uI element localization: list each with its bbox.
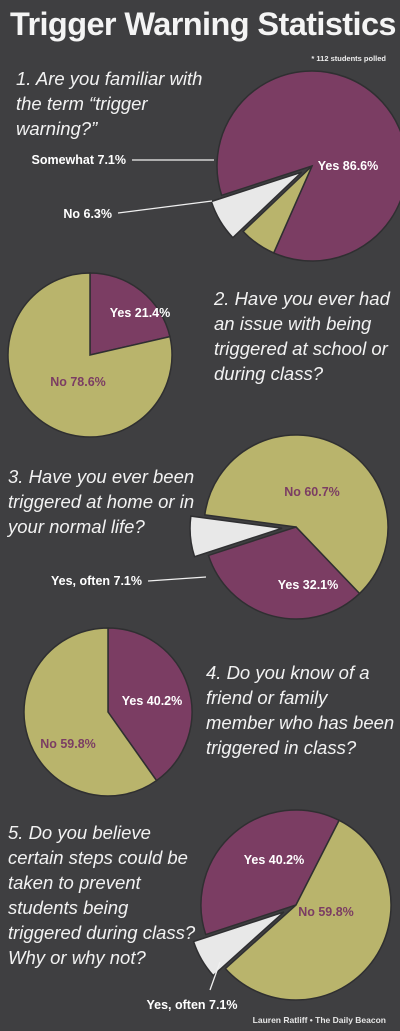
question-2: 2. Have you ever had an issue with being… (214, 288, 390, 384)
slice-label: Yes 40.2% (244, 853, 304, 867)
slice-label: Yes, often 7.1% (146, 998, 237, 1012)
leader-line (147, 576, 207, 582)
page-title: Trigger Warning Statistics (10, 6, 397, 42)
question-1: 1. Are you familiar with the term “trigg… (16, 68, 203, 139)
pie-slice-no (242, 165, 313, 254)
slice-label: Somewhat 7.1% (32, 153, 126, 167)
pie-slice-yes (89, 272, 171, 356)
slice-label: No 59.8% (298, 905, 354, 919)
pie-slice-yes (200, 809, 341, 936)
question-3: 3. Have you ever been triggered at home … (8, 466, 195, 537)
slice-label: No 6.3% (63, 207, 112, 221)
leader-line (117, 200, 213, 214)
slice-label: Yes 40.2% (122, 694, 182, 708)
pie-slice-no (7, 272, 173, 438)
poll-note: * 112 students polled (311, 54, 386, 63)
slice-label: Yes, often 7.1% (51, 574, 142, 588)
slice-label: No 78.6% (50, 375, 106, 389)
pie-slice-no (224, 819, 392, 1001)
pie-slice-no (23, 627, 158, 797)
pie-slice-yes-often (189, 515, 283, 558)
pie-slice-yes (107, 627, 193, 782)
pie-chart-4: Yes 40.2% No 59.8% (23, 627, 193, 797)
pie-slice-yes (207, 526, 361, 620)
pie-slice-yes-often (192, 911, 285, 977)
question-5: 5. Do you believe certain steps could be… (8, 822, 196, 968)
pie-chart-3: No 60.7% Yes 32.1% Yes, often 7.1% (51, 434, 389, 620)
pie-slice-yes (216, 70, 400, 262)
pie-chart-2: Yes 21.4% No 78.6% (7, 272, 173, 438)
slice-label: Yes 86.6% (318, 159, 378, 173)
leader-line (209, 961, 221, 991)
slice-label: No 60.7% (284, 485, 340, 499)
question-4: 4. Do you know of a friend or family mem… (206, 662, 395, 758)
credit-line: Lauren Ratliff • The Daily Beacon (252, 1015, 386, 1025)
pie-chart-5: Yes 40.2% No 59.8% Yes, often 7.1% (146, 809, 392, 1012)
pie-slice-no (203, 434, 389, 595)
slice-label: Yes 21.4% (110, 306, 170, 320)
slice-label: No 59.8% (40, 737, 96, 751)
pie-chart-1: Yes 86.6% No 6.3% Somewhat 7.1% (32, 70, 400, 262)
slice-label: Yes 32.1% (278, 578, 338, 592)
